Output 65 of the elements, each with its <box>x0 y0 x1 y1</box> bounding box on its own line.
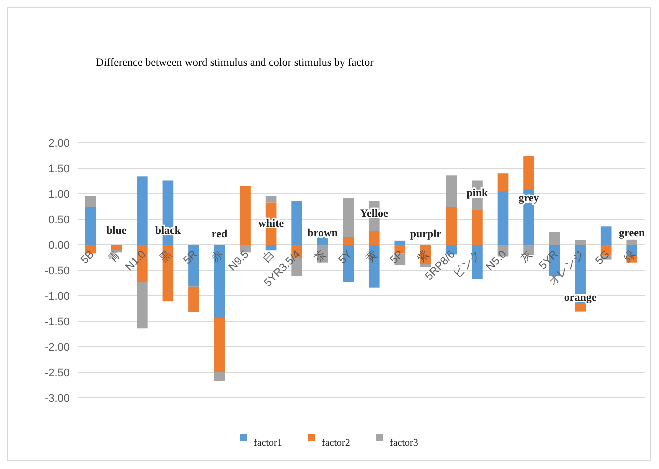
bar <box>575 240 586 245</box>
y-tick-label: 2.00 <box>48 138 70 150</box>
x-tick-label: 茶 <box>312 248 329 265</box>
bar <box>446 176 458 208</box>
annotation: purplr <box>410 228 442 240</box>
bar <box>394 240 406 245</box>
y-tick-label: -2.50 <box>44 368 70 380</box>
bar <box>266 245 277 251</box>
bar <box>266 196 277 203</box>
bar <box>626 240 638 245</box>
y-tick-label: 1.00 <box>48 189 70 201</box>
annotation: pink <box>466 188 490 200</box>
y-tick-label: 0.50 <box>48 214 70 226</box>
y-tick-label: -0.50 <box>44 266 70 278</box>
bar <box>111 245 122 250</box>
x-tick-label: 5G <box>594 248 612 268</box>
x-tick-label: 黒 <box>158 248 174 265</box>
bar <box>85 196 96 208</box>
bar <box>343 237 354 245</box>
bar <box>188 286 200 312</box>
bar <box>600 226 612 245</box>
bar <box>498 174 509 192</box>
x-tick-label: 5B <box>79 248 98 267</box>
x-tick-label: 青 <box>106 248 123 265</box>
x-tick-label: 緑 <box>621 248 638 266</box>
y-tick-label: -2.00 <box>44 342 70 354</box>
bar <box>292 201 302 245</box>
bar <box>214 318 226 372</box>
legend-label: factor3 <box>390 438 418 449</box>
x-tick-label: 5R <box>182 248 200 268</box>
bar <box>85 207 96 245</box>
chart-title: Difference between word stimulus and color stimulus by factor <box>96 57 374 69</box>
x-tick-label: 黄 <box>364 248 381 265</box>
annotation: green <box>619 227 646 240</box>
bar <box>214 245 226 318</box>
bar <box>549 232 560 245</box>
bar <box>137 176 148 245</box>
x-tick-label: 灰 <box>518 248 536 265</box>
legend-label: factor2 <box>322 438 350 449</box>
y-tick-label: -1.00 <box>44 291 70 303</box>
y-tick-label: -3.00 <box>44 393 70 405</box>
x-tick-label: 5Y <box>336 248 356 267</box>
annotation: brown <box>308 227 338 240</box>
bar <box>524 156 534 190</box>
bar <box>317 237 328 245</box>
bar <box>214 372 226 382</box>
y-tick-label: -1.50 <box>44 316 70 328</box>
bar <box>575 303 586 312</box>
legend-label: factor1 <box>254 438 282 449</box>
bar <box>472 245 483 280</box>
y-tick-label: 1.50 <box>48 164 70 176</box>
bar <box>240 186 251 245</box>
bar <box>368 231 380 245</box>
bar <box>472 210 483 245</box>
bar <box>498 191 509 245</box>
x-tick-label: 5P <box>388 248 406 267</box>
x-tick-label: 赤 <box>208 248 226 265</box>
annotation: Yelloe <box>360 208 389 220</box>
bar <box>137 282 148 329</box>
x-tick-label: 5YR <box>537 248 561 272</box>
annotation: blue <box>106 224 127 237</box>
bar <box>343 198 354 238</box>
bar <box>446 207 458 245</box>
annotation: red <box>212 228 228 240</box>
y-tick-label: 0.00 <box>48 240 70 252</box>
